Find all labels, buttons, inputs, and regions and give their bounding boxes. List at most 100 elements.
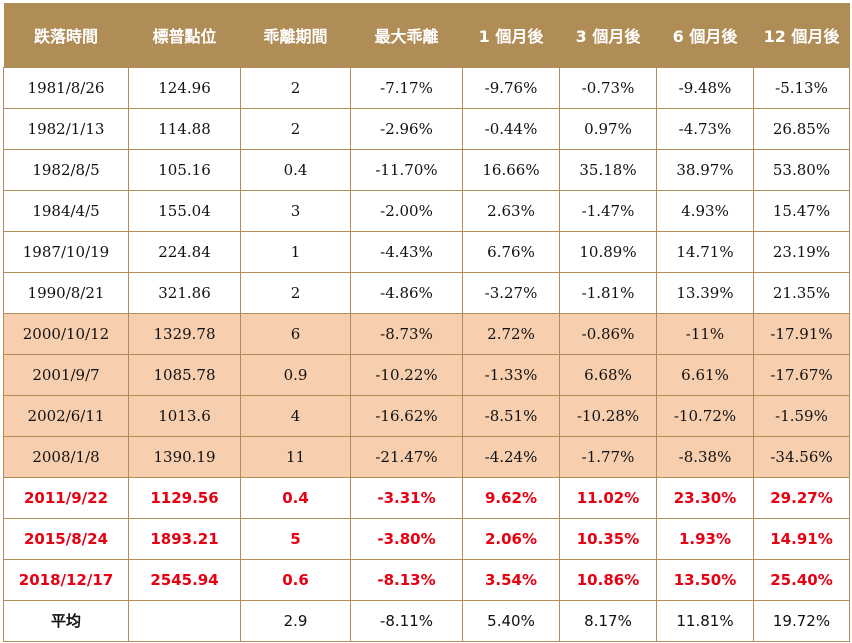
deviation-period-cell: 0.4	[240, 476, 351, 519]
six-month-cell: -4.73%	[656, 107, 754, 150]
six-month-cell: 4.93%	[656, 189, 754, 232]
twelve-month-cell: 19.72%	[753, 599, 850, 642]
one-month-cell: 6.76%	[462, 230, 560, 273]
three-month-cell: 35.18%	[559, 148, 657, 191]
table-row: 2001/9/7 1085.78 0.9 -10.22% -1.33% 6.68% 6.61…	[3, 353, 850, 396]
drop-date-cell: 2015/8/24	[3, 517, 129, 560]
max-deviation-cell: -2.00%	[350, 189, 463, 232]
one-month-cell: -8.51%	[462, 394, 560, 437]
sp500-level-cell: 224.84	[128, 230, 241, 273]
max-deviation-cell: -3.31%	[350, 476, 463, 519]
max-deviation-cell: -8.13%	[350, 558, 463, 601]
header-deviation-period: 乖離期間	[240, 3, 351, 67]
table-row: 1987/10/19 224.84 1 -4.43% 6.76% 10.89% 14.71%…	[3, 230, 850, 273]
sp500-level-cell: 1129.56	[128, 476, 241, 519]
three-month-cell: 10.86%	[559, 558, 657, 601]
table-row: 2018/12/17 2545.94 0.6 -8.13% 3.54% 10.86% 13.…	[3, 558, 850, 601]
deviation-period-cell: 4	[240, 394, 351, 437]
deviation-period-cell: 0.9	[240, 353, 351, 396]
table-row: 1982/8/5 105.16 0.4 -11.70% 16.66% 35.18% 38.9…	[3, 148, 850, 191]
table-body: 1981/8/26 124.96 2 -7.17% -9.76% -0.73% -9.48%…	[3, 66, 850, 642]
one-month-cell: 16.66%	[462, 148, 560, 191]
table-row: 2008/1/8 1390.19 11 -21.47% -4.24% -1.77% -8.3…	[3, 435, 850, 478]
drop-date-cell: 1987/10/19	[3, 230, 129, 273]
drop-date-cell: 2001/9/7	[3, 353, 129, 396]
drop-date-cell: 1990/8/21	[3, 271, 129, 314]
deviation-period-cell: 1	[240, 230, 351, 273]
twelve-month-cell: 15.47%	[753, 189, 850, 232]
sp500-level-cell	[128, 599, 241, 642]
one-month-cell: 3.54%	[462, 558, 560, 601]
six-month-cell: 13.50%	[656, 558, 754, 601]
deviation-period-cell: 2.9	[240, 599, 351, 642]
max-deviation-cell: -16.62%	[350, 394, 463, 437]
twelve-month-cell: -17.67%	[753, 353, 850, 396]
sp500-level-cell: 1085.78	[128, 353, 241, 396]
twelve-month-cell: -5.13%	[753, 66, 850, 109]
max-deviation-cell: -4.86%	[350, 271, 463, 314]
drop-date-cell: 2000/10/12	[3, 312, 129, 355]
twelve-month-cell: 29.27%	[753, 476, 850, 519]
twelve-month-cell: -34.56%	[753, 435, 850, 478]
one-month-cell: -1.33%	[462, 353, 560, 396]
three-month-cell: 11.02%	[559, 476, 657, 519]
twelve-month-cell: 21.35%	[753, 271, 850, 314]
table-row: 1981/8/26 124.96 2 -7.17% -9.76% -0.73% -9.48%…	[3, 66, 850, 109]
six-month-cell: -10.72%	[656, 394, 754, 437]
three-month-cell: -0.73%	[559, 66, 657, 109]
sp500-level-cell: 1390.19	[128, 435, 241, 478]
deviation-period-cell: 3	[240, 189, 351, 232]
drop-date-cell: 2011/9/22	[3, 476, 129, 519]
six-month-cell: 38.97%	[656, 148, 754, 191]
drop-date-cell: 平均	[3, 599, 129, 642]
one-month-cell: 2.06%	[462, 517, 560, 560]
deviation-period-cell: 6	[240, 312, 351, 355]
deviation-period-cell: 5	[240, 517, 351, 560]
max-deviation-cell: -10.22%	[350, 353, 463, 396]
one-month-cell: -3.27%	[462, 271, 560, 314]
twelve-month-cell: -1.59%	[753, 394, 850, 437]
one-month-cell: -9.76%	[462, 66, 560, 109]
drop-date-cell: 2002/6/11	[3, 394, 129, 437]
deviation-period-cell: 2	[240, 271, 351, 314]
drop-date-cell: 2008/1/8	[3, 435, 129, 478]
sp500-level-cell: 114.88	[128, 107, 241, 150]
drawdown-table: 跌落時間 標普點位 乖離期間 最大乖離 1 個月後 3 個月後 6 個月後 12…	[3, 3, 850, 642]
six-month-cell: 13.39%	[656, 271, 754, 314]
average-row: 平均 2.9 -8.11% 5.40% 8.17% 11.81% 19.72%	[3, 599, 850, 642]
max-deviation-cell: -3.80%	[350, 517, 463, 560]
six-month-cell: 11.81%	[656, 599, 754, 642]
header-sp500-level: 標普點位	[128, 3, 241, 67]
max-deviation-cell: -11.70%	[350, 148, 463, 191]
max-deviation-cell: -8.11%	[350, 599, 463, 642]
sp500-level-cell: 1013.6	[128, 394, 241, 437]
header-drop-date: 跌落時間	[3, 3, 129, 67]
three-month-cell: -1.81%	[559, 271, 657, 314]
max-deviation-cell: -21.47%	[350, 435, 463, 478]
drop-date-cell: 1982/8/5	[3, 148, 129, 191]
one-month-cell: 2.72%	[462, 312, 560, 355]
three-month-cell: 10.35%	[559, 517, 657, 560]
table-row: 2011/9/22 1129.56 0.4 -3.31% 9.62% 11.02% 23.3…	[3, 476, 850, 519]
deviation-period-cell: 0.4	[240, 148, 351, 191]
sp500-level-cell: 1329.78	[128, 312, 241, 355]
three-month-cell: 0.97%	[559, 107, 657, 150]
deviation-period-cell: 2	[240, 66, 351, 109]
six-month-cell: -9.48%	[656, 66, 754, 109]
three-month-cell: -0.86%	[559, 312, 657, 355]
deviation-period-cell: 11	[240, 435, 351, 478]
six-month-cell: -11%	[656, 312, 754, 355]
deviation-period-cell: 2	[240, 107, 351, 150]
three-month-cell: 10.89%	[559, 230, 657, 273]
table-row: 1990/8/21 321.86 2 -4.86% -3.27% -1.81% 13.39%…	[3, 271, 850, 314]
one-month-cell: 9.62%	[462, 476, 560, 519]
twelve-month-cell: 26.85%	[753, 107, 850, 150]
three-month-cell: -10.28%	[559, 394, 657, 437]
twelve-month-cell: 23.19%	[753, 230, 850, 273]
twelve-month-cell: 53.80%	[753, 148, 850, 191]
max-deviation-cell: -4.43%	[350, 230, 463, 273]
header-6-months-after: 6 個月後	[656, 3, 754, 67]
sp500-level-cell: 105.16	[128, 148, 241, 191]
six-month-cell: 23.30%	[656, 476, 754, 519]
max-deviation-cell: -8.73%	[350, 312, 463, 355]
